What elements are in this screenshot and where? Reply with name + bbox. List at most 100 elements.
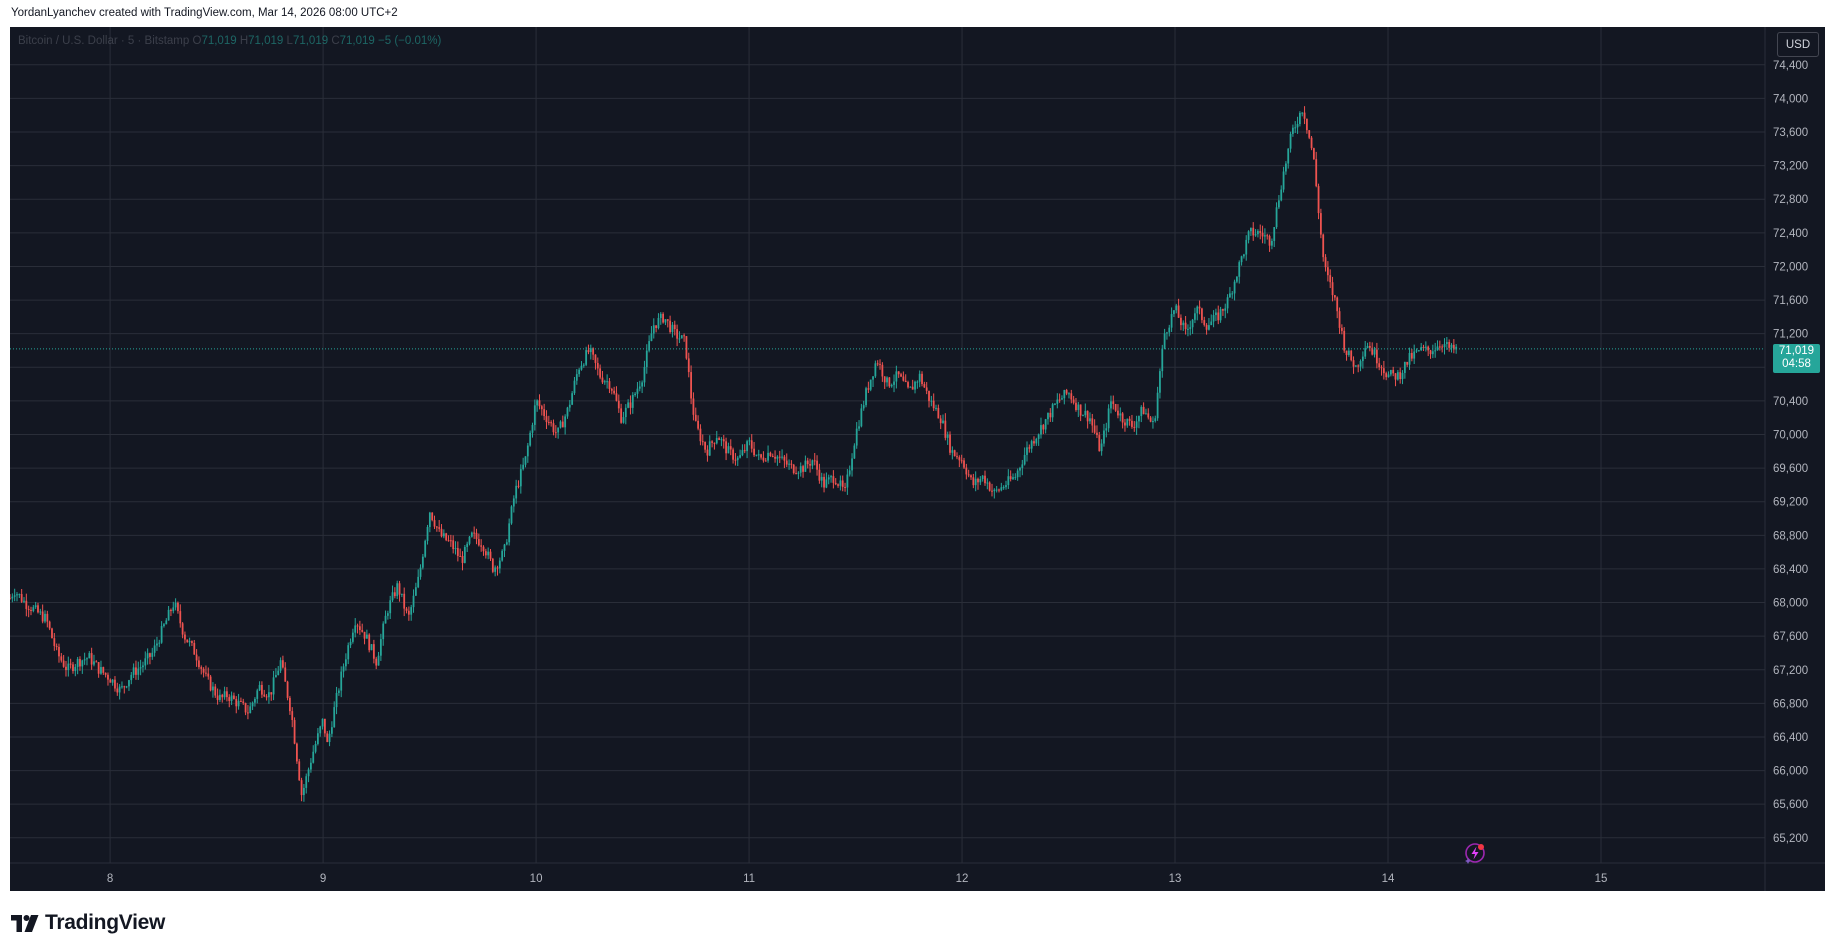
candle-body [967, 474, 970, 476]
time-tick-label: 13 [1169, 873, 1182, 885]
candle-body [482, 546, 485, 552]
candle-body [1229, 293, 1231, 298]
candle-body [1226, 297, 1229, 309]
candle-body [1224, 308, 1227, 311]
candle-body [1277, 200, 1280, 208]
candle-body [1361, 356, 1364, 362]
candle-body [1187, 328, 1189, 330]
candle-body [1340, 327, 1343, 331]
price-axis[interactable]: 74,400 74,000 73,600 73,200 72,800 72,400 72,0… [1773, 60, 1808, 845]
candle-body [963, 460, 965, 468]
candle-body [261, 684, 263, 695]
candle-body [1410, 352, 1413, 359]
candle-body [209, 676, 212, 691]
candle-body [615, 393, 618, 401]
candle-body [118, 686, 121, 693]
candle-body [680, 335, 683, 339]
candle-body [1455, 346, 1458, 350]
candle-body [713, 442, 716, 444]
candle-body [240, 700, 242, 702]
candle-body [1236, 276, 1238, 282]
candle-body [323, 718, 326, 734]
candle-body [543, 409, 546, 417]
candle-body [902, 376, 905, 381]
candle-body [890, 384, 893, 387]
candle-body [1040, 425, 1042, 435]
candle-body [461, 555, 464, 563]
candle-body [564, 416, 567, 428]
candle-body [1035, 438, 1038, 444]
candle-body [799, 466, 802, 473]
chart-panel[interactable]: 74,400 74,000 73,600 73,200 72,800 72,400 72,0… [10, 27, 1825, 891]
candle-body [505, 542, 508, 545]
legend-open-value: 71,019 [201, 35, 237, 47]
candle-body [156, 643, 158, 646]
candle-body [652, 325, 655, 334]
candle-body [517, 485, 520, 487]
candle-body [1201, 308, 1203, 321]
candle-body [498, 560, 501, 569]
candle-body [1284, 163, 1287, 172]
candle-body [802, 466, 804, 472]
candle-body [1009, 476, 1012, 480]
candle-body [347, 645, 350, 660]
candle-body [1166, 332, 1168, 334]
candle-body [524, 456, 527, 465]
candle-body [907, 382, 909, 388]
time-tick-label: 10 [530, 873, 543, 885]
candle-body [128, 680, 130, 687]
candle-body [1121, 413, 1124, 423]
candle-body [1082, 415, 1084, 417]
candle-body [1093, 425, 1096, 433]
lightning-icon[interactable] [1462, 840, 1488, 866]
candle-body [296, 743, 298, 762]
candle-body [720, 439, 723, 441]
currency-button[interactable]: USD [1777, 32, 1819, 57]
candle-body [463, 546, 466, 563]
candle-body [1403, 361, 1406, 373]
candle-body [1394, 373, 1397, 380]
candle-body [1247, 231, 1250, 240]
candle-body [942, 420, 944, 424]
candle-body [790, 463, 793, 465]
candle-body [596, 362, 599, 369]
candle-body [659, 313, 662, 318]
candle-body [242, 701, 245, 704]
candle-body [32, 607, 35, 611]
candle-body [254, 698, 256, 703]
price-chart[interactable]: 74,400 74,000 73,600 73,200 72,800 72,400 72,0… [10, 27, 1825, 891]
candle-body [1014, 477, 1017, 479]
candle-body [289, 697, 291, 712]
candle-body [1380, 367, 1383, 369]
candle-body [748, 440, 751, 442]
candle-body [233, 695, 235, 699]
candle-body [142, 665, 144, 668]
candle-body [895, 371, 898, 382]
candle-body [30, 609, 32, 611]
candle-body [1133, 426, 1136, 428]
candle-body [305, 776, 308, 788]
candle-body [1282, 171, 1285, 190]
candle-body [326, 733, 329, 742]
candle-body [1273, 227, 1276, 241]
candle-body [708, 441, 711, 456]
candle-body [1429, 350, 1432, 355]
candle-body [76, 658, 79, 667]
candle-body [1189, 327, 1192, 329]
candle-body [764, 460, 767, 462]
candle-body [365, 634, 368, 639]
candle-body [699, 428, 702, 442]
last-price-tag: 71,019 04:58 [1773, 344, 1820, 373]
candle-body [767, 452, 769, 461]
time-axis[interactable]: 8 9 10 11 12 13 14 15 [107, 873, 1607, 885]
candle-body [1005, 485, 1007, 488]
candle-body [1324, 257, 1327, 268]
candle-body [753, 448, 755, 456]
time-tick-label: 11 [743, 873, 755, 885]
candle-body [1058, 399, 1061, 401]
candle-body [795, 473, 797, 475]
candle-body [797, 472, 800, 474]
brand-footer[interactable]: TradingView [11, 911, 165, 935]
candle-body [286, 681, 289, 698]
candle-body [1238, 262, 1241, 277]
